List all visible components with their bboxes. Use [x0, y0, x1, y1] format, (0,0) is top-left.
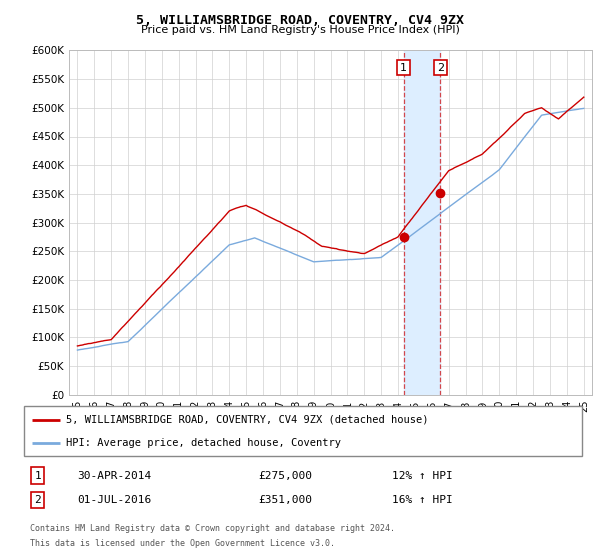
Text: 2: 2: [437, 63, 444, 73]
Text: 16% ↑ HPI: 16% ↑ HPI: [392, 495, 453, 505]
Text: 1: 1: [400, 63, 407, 73]
Bar: [404, 50, 440, 395]
Text: 30-APR-2014: 30-APR-2014: [77, 470, 151, 480]
Text: HPI: Average price, detached house, Coventry: HPI: Average price, detached house, Cove…: [66, 438, 341, 448]
Text: £275,000: £275,000: [259, 470, 313, 480]
Text: Price paid vs. HM Land Registry's House Price Index (HPI): Price paid vs. HM Land Registry's House …: [140, 25, 460, 35]
Text: 1: 1: [35, 470, 41, 480]
Text: 01-JUL-2016: 01-JUL-2016: [77, 495, 151, 505]
Text: 2: 2: [35, 495, 41, 505]
Text: 5, WILLIAMSBRIDGE ROAD, COVENTRY, CV4 9ZX (detached house): 5, WILLIAMSBRIDGE ROAD, COVENTRY, CV4 9Z…: [66, 414, 428, 424]
Text: 12% ↑ HPI: 12% ↑ HPI: [392, 470, 453, 480]
Text: This data is licensed under the Open Government Licence v3.0.: This data is licensed under the Open Gov…: [29, 539, 335, 548]
Text: 5, WILLIAMSBRIDGE ROAD, COVENTRY, CV4 9ZX: 5, WILLIAMSBRIDGE ROAD, COVENTRY, CV4 9Z…: [136, 14, 464, 27]
Text: Contains HM Land Registry data © Crown copyright and database right 2024.: Contains HM Land Registry data © Crown c…: [29, 524, 395, 533]
Text: £351,000: £351,000: [259, 495, 313, 505]
